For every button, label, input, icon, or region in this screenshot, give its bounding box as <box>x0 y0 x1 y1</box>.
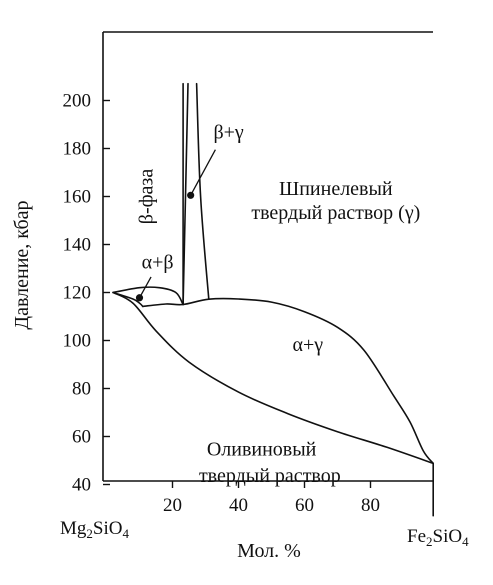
marker-dot-2 <box>187 191 195 199</box>
boundary-gamma-steep-right <box>195 82 210 300</box>
region-label-5: α+β <box>142 251 174 273</box>
y-tick-label-120: 120 <box>63 283 92 304</box>
y-tick-label-180: 180 <box>63 139 92 160</box>
boundary-gamma-steep-left <box>182 82 189 306</box>
x-end-label-right: Fe2SiO4 <box>407 526 469 549</box>
boundary-olivine-solvus <box>112 291 434 465</box>
y-tick-label-140: 140 <box>63 235 92 256</box>
phase-boundaries <box>112 82 434 517</box>
formula-subscript: 2 <box>426 534 433 549</box>
region-label-1: β-фаза <box>135 169 157 225</box>
y-tick-label-100: 100 <box>63 331 92 352</box>
formula-text: SiO <box>433 526 463 547</box>
x-tick-label-20: 20 <box>163 495 182 516</box>
y-tick-label-80: 80 <box>72 379 91 400</box>
y-axis-title: Давление, кбар <box>11 200 33 329</box>
y-tick-label-40: 40 <box>72 475 91 496</box>
region-label-2: β+γ <box>213 122 243 144</box>
x-end-label-left: Mg2SiO4 <box>60 518 129 541</box>
plot-frame <box>102 31 433 482</box>
boundary-beta-gamma-upper <box>142 297 434 465</box>
x-tick-label-80: 80 <box>361 495 380 516</box>
formula-text: SiO <box>93 518 123 539</box>
formula-subscript: 4 <box>462 534 469 549</box>
formula-text: Fe <box>407 526 426 547</box>
x-axis-title: Мол. % <box>237 540 301 562</box>
region-label-3: Шпинелевый <box>279 178 393 200</box>
formula-text: Mg <box>60 518 87 539</box>
region-label-7: Оливиновый <box>207 438 317 460</box>
y-tick-label-160: 160 <box>63 187 92 208</box>
boundary-alpha-beta-lens-bottom <box>112 291 144 308</box>
region-label-8: твердый раствор <box>199 465 341 487</box>
formula-subscript: 2 <box>86 526 93 541</box>
boundary-alpha-beta-lens-top <box>112 286 184 306</box>
axis-ticks: 40 60 80 100 120 140 160 180 200 20 40 60 80 <box>63 91 381 517</box>
leader-line-2 <box>190 149 216 196</box>
marker-dot-1 <box>135 294 144 302</box>
formula-subscript: 4 <box>122 526 129 541</box>
y-tick-label-200: 200 <box>63 91 92 112</box>
leader-line-1 <box>138 276 152 299</box>
x-tick-label-60: 60 <box>295 495 314 516</box>
y-tick-label-60: 60 <box>72 427 91 448</box>
x-tick-label-40: 40 <box>229 495 248 516</box>
region-label-6: α+γ <box>292 334 323 356</box>
region-label-4: твердый раствор (γ) <box>251 202 420 224</box>
